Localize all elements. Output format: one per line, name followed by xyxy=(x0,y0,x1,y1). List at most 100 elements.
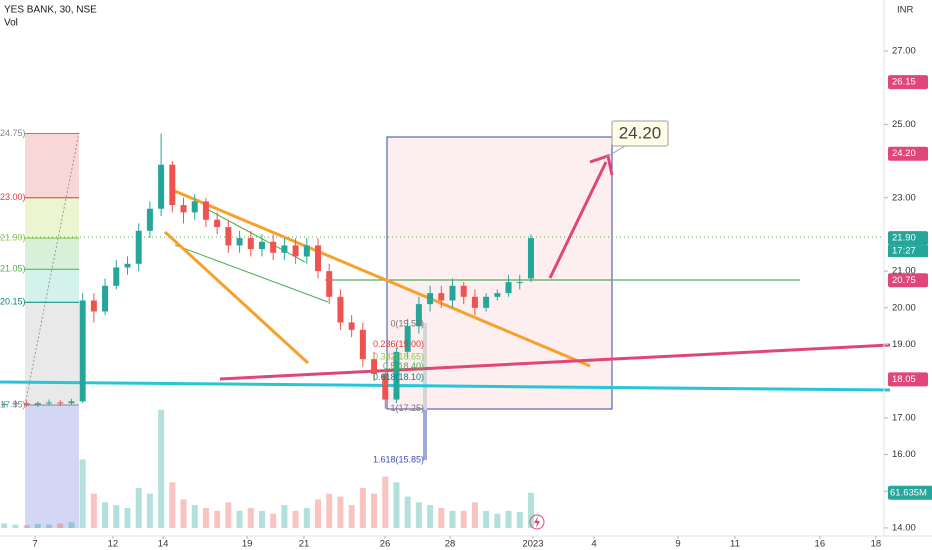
volume-bar xyxy=(292,510,299,528)
callout-text: 24.20 xyxy=(619,123,662,142)
volume-bar xyxy=(315,499,322,528)
wedge-line xyxy=(163,230,310,365)
volume-bar xyxy=(135,488,142,528)
candle-body xyxy=(303,245,310,257)
volume-bar xyxy=(427,505,434,528)
candle-body xyxy=(146,208,153,231)
candle-body xyxy=(494,293,501,297)
fib-label: 0.618(18.10) xyxy=(373,372,424,382)
volume-bar xyxy=(270,513,277,528)
fib-label: 21.90) xyxy=(0,232,26,242)
candle-body xyxy=(427,293,434,305)
fib-label: 23.00) xyxy=(0,192,26,202)
volume-bar xyxy=(79,459,86,528)
volume-bar xyxy=(483,510,490,528)
volume-bar xyxy=(124,508,131,528)
candle-body xyxy=(1,403,8,406)
candle-body xyxy=(124,263,131,268)
candle-body xyxy=(404,326,411,352)
countdown: 17:27 xyxy=(892,246,916,257)
volume-badge xyxy=(888,485,932,500)
volume-bar xyxy=(146,493,153,528)
fib-band xyxy=(25,133,79,198)
volume-bar xyxy=(337,496,344,528)
candle-body xyxy=(113,267,120,286)
channel-line xyxy=(204,207,306,263)
candle-body xyxy=(460,285,467,297)
volume-bar xyxy=(460,510,467,528)
volume-bar xyxy=(68,522,75,528)
candle-body xyxy=(90,300,97,312)
price-badge xyxy=(888,372,928,387)
volume-bar xyxy=(415,502,422,528)
candle-body xyxy=(236,238,243,246)
candle-body xyxy=(359,329,366,360)
volume-bar xyxy=(516,512,523,528)
fib-label: 17.35) xyxy=(0,399,26,409)
volume-bar xyxy=(158,409,165,528)
fib-label: 20.15) xyxy=(0,297,26,307)
volume-bar xyxy=(326,493,333,528)
candle-body xyxy=(505,282,512,294)
candle-body xyxy=(135,230,142,264)
volume-bar xyxy=(225,502,232,528)
volume-bar xyxy=(494,513,501,528)
event-bolt xyxy=(534,516,540,528)
wedge-line xyxy=(169,187,591,368)
volume-bar xyxy=(180,499,187,528)
volume-bar xyxy=(505,510,512,528)
channel-line xyxy=(174,244,329,303)
price-badge xyxy=(888,231,928,246)
volume-bar xyxy=(404,496,411,528)
candle-body xyxy=(415,304,422,327)
y-tick-label: 16.00 xyxy=(892,449,916,460)
volume-bar xyxy=(382,476,389,528)
volume-bar xyxy=(57,523,64,528)
fib-band xyxy=(25,237,79,270)
candle-body xyxy=(79,300,86,402)
volume-bar xyxy=(236,510,243,528)
volume-bar xyxy=(527,492,534,528)
x-tick-label: 14 xyxy=(158,539,169,550)
x-tick-label: 11 xyxy=(730,539,740,550)
x-tick-label: 12 xyxy=(108,539,119,550)
x-tick-label: 2023 xyxy=(522,539,543,550)
drawings: 24.20 xyxy=(0,120,891,530)
callout-pointer xyxy=(604,145,626,159)
price-badge-label: 20.75 xyxy=(892,275,916,286)
candle-body xyxy=(337,296,344,323)
x-tick-label: 9 xyxy=(675,539,680,550)
volume-bar xyxy=(202,508,209,528)
price-badge xyxy=(888,146,928,161)
candle-body xyxy=(68,401,75,404)
volume-bar xyxy=(281,505,288,528)
fib-bar xyxy=(423,323,427,410)
x-tick-label: 19 xyxy=(242,539,253,550)
x-tick-label: 26 xyxy=(380,539,391,550)
price-badge-label: 26.15 xyxy=(892,77,916,88)
candle-body xyxy=(225,227,232,246)
trend-line xyxy=(219,343,891,381)
volume-bar xyxy=(1,523,8,528)
volume-bar xyxy=(359,488,366,528)
price-badge-label: 24.20 xyxy=(892,148,916,159)
x-tick-label: 16 xyxy=(815,539,826,550)
candle-body xyxy=(214,219,221,228)
candle-body xyxy=(527,238,534,279)
fib-label: 0(19.55) xyxy=(390,319,424,329)
volume-bar xyxy=(303,508,310,528)
y-tick-label: 20.00 xyxy=(892,302,916,313)
fib-band xyxy=(25,405,79,528)
y-tick-label: 25.00 xyxy=(892,119,916,130)
fib-band xyxy=(25,198,79,237)
fib-label: 0.5(18.40) xyxy=(383,361,424,371)
volume-bar xyxy=(34,524,41,528)
candle-body xyxy=(102,285,109,312)
price-badge-label: 18.05 xyxy=(892,374,916,385)
candle-body xyxy=(57,402,64,404)
candle-body xyxy=(247,238,254,250)
candle-body xyxy=(382,373,389,400)
volume-badge-label: 61.635M xyxy=(890,487,927,498)
volume-bar xyxy=(169,482,176,528)
